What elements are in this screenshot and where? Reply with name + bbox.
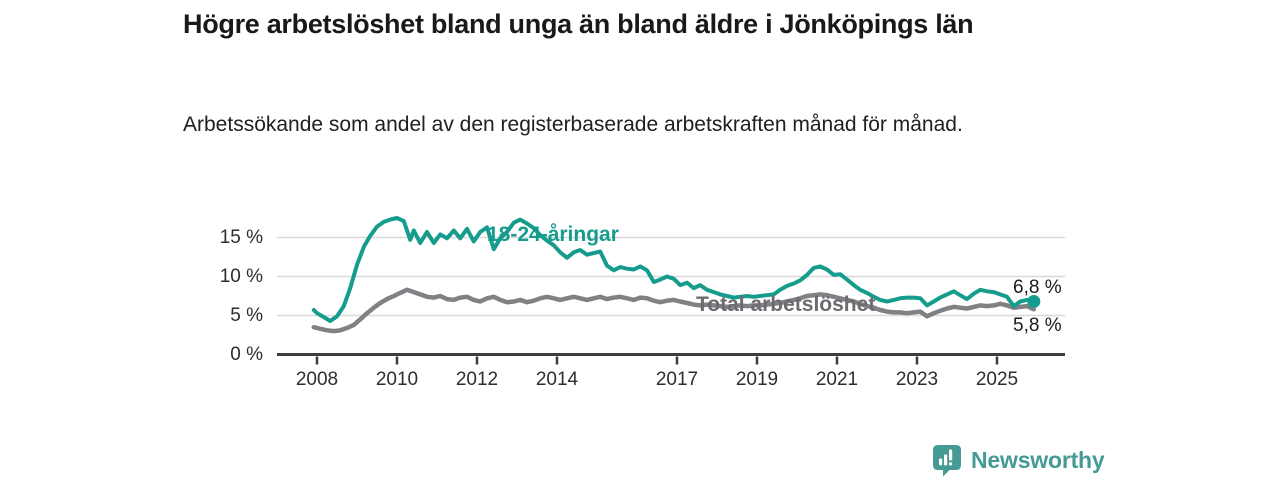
newsworthy-logo-icon [933,445,961,477]
x-tick-label: 2014 [535,369,579,390]
series-line-0 [311,216,1036,323]
x-axis [277,353,1065,365]
newsworthy-brand: Newsworthy [932,444,1105,477]
x-tick-label: 2023 [895,369,939,390]
y-tick-label: 15 % [219,226,263,248]
x-tick-label: 2021 [815,369,859,390]
x-tick-label: 2019 [735,369,779,390]
newsworthy-brand-name: Newsworthy [971,447,1105,473]
chart-subtitle: Arbetssökande som andel av den registerb… [183,113,963,136]
series-label-young: 18-24-åringar [487,223,619,246]
x-tick-label: 2025 [975,369,1019,390]
end-value-label-young: 6,8 % [1013,277,1062,298]
end-value-label-total: 5,8 % [1013,315,1062,336]
x-tick-label: 2017 [655,369,699,390]
series-lines [311,216,1041,334]
y-tick-label: 5 % [230,304,263,326]
series-end-dot-0 [1027,295,1041,308]
y-tick-label: 0 % [230,343,263,365]
y-tick-label: 10 % [219,265,263,287]
chart-title: Högre arbetslöshet bland unga än bland ä… [183,9,974,39]
x-tick-label: 2008 [295,369,339,390]
x-tick-label: 2010 [375,369,419,390]
x-tick-label: 2012 [455,369,499,390]
series-line-1 [311,287,1037,334]
series-label-total: Total arbetslöshet [696,293,876,316]
